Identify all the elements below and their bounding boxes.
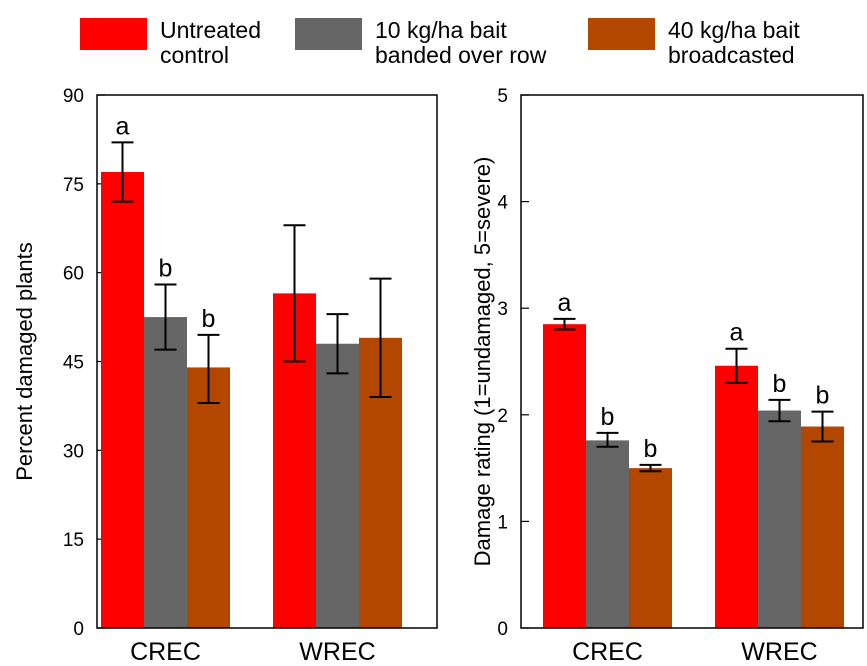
y-tick-label: 90 [63, 86, 84, 107]
significance-letter: b [644, 435, 658, 463]
legend-label-3-line-2: broadcasted [668, 42, 795, 68]
significance-letter: b [773, 370, 787, 398]
significance-letter: b [159, 255, 173, 283]
x-category-label: CREC [130, 638, 201, 666]
x-category-label: WREC [299, 638, 375, 666]
y-tick-label: 15 [63, 530, 84, 551]
y-tick-label: 2 [497, 406, 508, 427]
bar [801, 426, 844, 628]
bar [543, 324, 586, 628]
bar [715, 365, 758, 628]
legend-swatch-3 [588, 18, 655, 50]
significance-letter: b [601, 403, 615, 431]
legend-label-2-line-1: 10 kg/ha bait [375, 17, 507, 43]
chart-damage-rating: 0 1 2 3 4 5 Damage rating (1=undamaged, 5=seve… [470, 86, 864, 666]
significance-letter: a [116, 112, 130, 140]
y-tick-label: 75 [63, 175, 84, 196]
significance-letter: b [202, 305, 216, 333]
y-tick-label: 0 [73, 619, 84, 640]
legend-swatch-1 [80, 18, 147, 50]
legend-label-1-line-1: Untreated [160, 17, 261, 43]
bar [629, 468, 672, 628]
y-tick-label: 3 [497, 299, 508, 320]
y-axis-title: Damage rating (1=undamaged, 5=severe) [470, 157, 495, 567]
plot-frame [520, 94, 864, 629]
y-tick-label: 30 [63, 441, 84, 462]
plot-frame [96, 94, 438, 629]
y-tick-label: 1 [497, 512, 508, 533]
significance-letter: a [558, 289, 572, 317]
y-tick-label: 45 [63, 353, 84, 374]
bar [144, 317, 187, 628]
legend-label-3-line-1: 40 kg/ha bait [668, 17, 800, 43]
significance-letter: a [730, 319, 744, 347]
y-tick-label: 0 [497, 619, 508, 640]
bar [758, 410, 801, 628]
legend-swatch-2 [295, 18, 362, 50]
y-tick-label: 5 [497, 86, 508, 107]
y-tick-label: 60 [63, 264, 84, 285]
bar [101, 171, 144, 628]
legend-label-1-line-2: control [160, 42, 229, 68]
significance-letter: b [816, 382, 830, 410]
bar [316, 343, 359, 628]
chart-percent-damaged: 0 15 30 45 60 75 90 Percent damaged plants a b b CR… [12, 86, 438, 666]
bar [586, 440, 629, 628]
legend-label-2-line-2: banded over row [375, 42, 547, 68]
y-axis-title: Percent damaged plants [12, 242, 37, 481]
x-category-label: CREC [572, 638, 643, 666]
bar [187, 367, 230, 628]
x-category-label: WREC [741, 638, 817, 666]
y-tick-label: 4 [497, 193, 508, 214]
